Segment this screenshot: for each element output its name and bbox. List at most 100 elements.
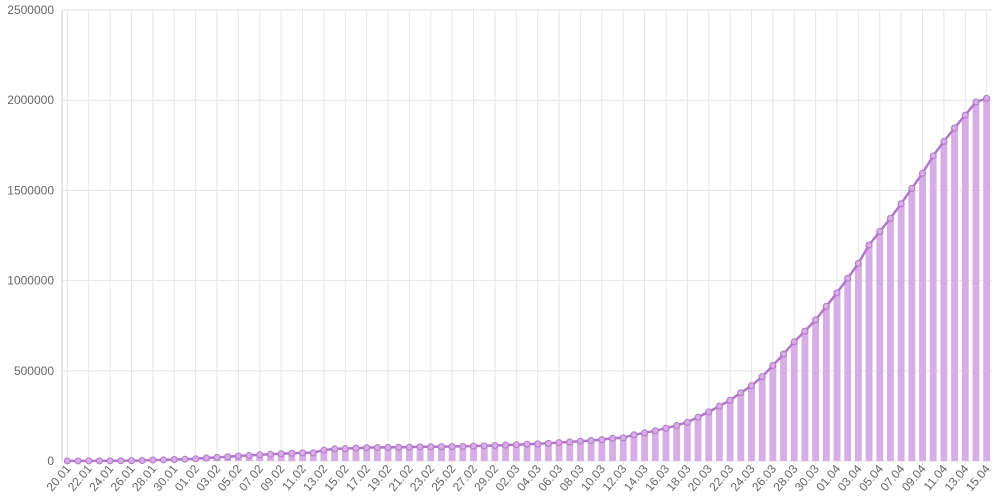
bar bbox=[694, 417, 702, 461]
bar bbox=[491, 445, 499, 461]
bar bbox=[523, 444, 531, 461]
point bbox=[854, 259, 862, 267]
point bbox=[373, 443, 381, 451]
bar bbox=[961, 115, 969, 461]
point bbox=[908, 184, 916, 192]
point bbox=[651, 427, 659, 435]
point bbox=[769, 361, 777, 369]
bar bbox=[405, 447, 413, 461]
point bbox=[256, 451, 264, 459]
bar bbox=[908, 188, 916, 461]
point bbox=[587, 437, 595, 445]
point bbox=[737, 389, 745, 397]
point bbox=[127, 457, 135, 465]
point bbox=[363, 444, 371, 452]
y-tick-label: 500000 bbox=[14, 364, 54, 378]
point bbox=[662, 424, 670, 432]
x-tick-label: 15.04 bbox=[963, 462, 993, 494]
bar bbox=[876, 231, 884, 461]
bar bbox=[299, 452, 306, 461]
bar bbox=[416, 446, 424, 461]
x-tick-label: 09.04 bbox=[899, 462, 929, 494]
point bbox=[790, 338, 798, 346]
x-tick-label: 09.02 bbox=[257, 462, 287, 494]
point bbox=[288, 449, 296, 457]
point bbox=[245, 451, 253, 459]
point bbox=[876, 228, 884, 236]
bar bbox=[277, 453, 285, 461]
bar bbox=[470, 446, 477, 461]
point bbox=[865, 241, 873, 249]
point bbox=[630, 431, 638, 439]
point bbox=[213, 453, 221, 461]
bar bbox=[662, 428, 670, 461]
point bbox=[694, 413, 702, 421]
point bbox=[138, 456, 146, 464]
point bbox=[886, 214, 894, 222]
point bbox=[395, 443, 403, 451]
point bbox=[437, 443, 445, 451]
point bbox=[299, 449, 307, 457]
bar bbox=[512, 444, 520, 461]
point bbox=[598, 436, 606, 444]
bar bbox=[480, 445, 488, 461]
point bbox=[758, 373, 766, 381]
point bbox=[459, 442, 467, 450]
bar bbox=[309, 452, 317, 461]
bar bbox=[288, 453, 296, 461]
bar bbox=[363, 447, 371, 461]
point bbox=[160, 456, 168, 464]
point bbox=[897, 200, 905, 208]
bar bbox=[395, 447, 403, 461]
bar bbox=[972, 102, 980, 461]
point bbox=[919, 169, 927, 177]
bar bbox=[320, 450, 328, 461]
point bbox=[277, 450, 285, 458]
y-tick-label: 2500000 bbox=[7, 3, 54, 17]
point bbox=[641, 429, 649, 437]
point bbox=[576, 437, 584, 445]
bar bbox=[438, 446, 445, 461]
point bbox=[972, 98, 980, 106]
point bbox=[331, 445, 339, 453]
point bbox=[833, 289, 841, 297]
point bbox=[181, 455, 189, 463]
y-tick-label: 1500000 bbox=[7, 183, 54, 197]
bar bbox=[758, 376, 766, 461]
point bbox=[801, 327, 809, 335]
bar bbox=[951, 127, 959, 462]
point bbox=[983, 94, 991, 102]
point bbox=[940, 137, 948, 145]
bar bbox=[769, 365, 777, 461]
point bbox=[427, 443, 435, 451]
bar bbox=[748, 385, 755, 461]
point bbox=[106, 457, 114, 465]
point bbox=[309, 449, 317, 457]
point bbox=[170, 456, 178, 464]
point bbox=[683, 418, 691, 426]
bar bbox=[373, 447, 381, 461]
point bbox=[234, 452, 242, 460]
point bbox=[480, 442, 488, 450]
bar bbox=[555, 442, 563, 461]
bar bbox=[331, 448, 339, 461]
point bbox=[266, 450, 274, 458]
bar bbox=[812, 319, 820, 461]
point bbox=[491, 441, 499, 449]
bar bbox=[929, 155, 937, 461]
point bbox=[384, 443, 392, 451]
bar bbox=[683, 422, 691, 461]
bar bbox=[459, 446, 467, 461]
bar bbox=[801, 331, 809, 461]
point bbox=[224, 453, 232, 461]
point bbox=[117, 457, 125, 465]
bar bbox=[598, 439, 606, 461]
bar bbox=[641, 432, 649, 461]
bar bbox=[651, 430, 659, 461]
bar bbox=[673, 425, 681, 461]
bar bbox=[619, 437, 627, 461]
point bbox=[523, 440, 531, 448]
bar bbox=[940, 141, 948, 461]
bar bbox=[341, 448, 349, 461]
